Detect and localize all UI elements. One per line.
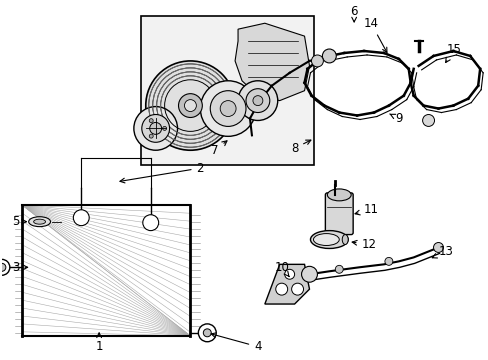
Circle shape bbox=[245, 89, 269, 113]
Circle shape bbox=[252, 96, 263, 105]
Ellipse shape bbox=[313, 234, 339, 246]
Text: 3: 3 bbox=[12, 261, 28, 274]
Ellipse shape bbox=[310, 231, 347, 248]
Circle shape bbox=[322, 49, 336, 63]
Text: 1: 1 bbox=[95, 333, 102, 353]
Circle shape bbox=[142, 215, 158, 231]
FancyBboxPatch shape bbox=[325, 193, 352, 235]
Circle shape bbox=[142, 114, 169, 142]
Text: 13: 13 bbox=[431, 245, 453, 258]
Circle shape bbox=[178, 94, 202, 117]
Text: 12: 12 bbox=[351, 238, 376, 251]
Circle shape bbox=[200, 81, 255, 136]
Ellipse shape bbox=[29, 217, 50, 227]
Circle shape bbox=[145, 61, 235, 150]
Circle shape bbox=[149, 119, 153, 123]
Circle shape bbox=[134, 107, 177, 150]
Text: 7: 7 bbox=[211, 141, 226, 157]
Ellipse shape bbox=[342, 235, 347, 244]
Circle shape bbox=[149, 134, 153, 138]
Circle shape bbox=[422, 114, 434, 126]
Circle shape bbox=[0, 260, 10, 275]
Text: 9: 9 bbox=[389, 112, 402, 125]
Text: 11: 11 bbox=[354, 203, 378, 216]
Circle shape bbox=[0, 264, 6, 271]
Text: 2: 2 bbox=[120, 162, 203, 183]
Circle shape bbox=[301, 266, 317, 282]
Text: 5: 5 bbox=[12, 215, 26, 228]
Text: 8: 8 bbox=[290, 140, 310, 155]
Circle shape bbox=[220, 100, 236, 117]
Polygon shape bbox=[264, 264, 309, 304]
Ellipse shape bbox=[34, 219, 45, 224]
Circle shape bbox=[291, 283, 303, 295]
Circle shape bbox=[384, 257, 392, 265]
Circle shape bbox=[433, 243, 443, 252]
Circle shape bbox=[184, 100, 196, 112]
Bar bbox=[141, 16, 314, 165]
Circle shape bbox=[335, 265, 343, 273]
Polygon shape bbox=[235, 23, 309, 100]
Circle shape bbox=[203, 329, 211, 337]
Circle shape bbox=[284, 269, 294, 279]
Circle shape bbox=[163, 126, 166, 130]
Circle shape bbox=[311, 55, 323, 67]
Circle shape bbox=[198, 324, 216, 342]
Circle shape bbox=[275, 283, 287, 295]
Text: 4: 4 bbox=[211, 333, 261, 353]
Circle shape bbox=[238, 81, 277, 121]
Text: 6: 6 bbox=[350, 5, 357, 22]
Circle shape bbox=[149, 122, 162, 134]
Text: 14: 14 bbox=[363, 17, 386, 53]
Ellipse shape bbox=[326, 189, 350, 201]
Circle shape bbox=[73, 210, 89, 226]
Circle shape bbox=[210, 91, 245, 126]
Text: 15: 15 bbox=[445, 42, 461, 63]
Text: 10: 10 bbox=[274, 261, 288, 277]
